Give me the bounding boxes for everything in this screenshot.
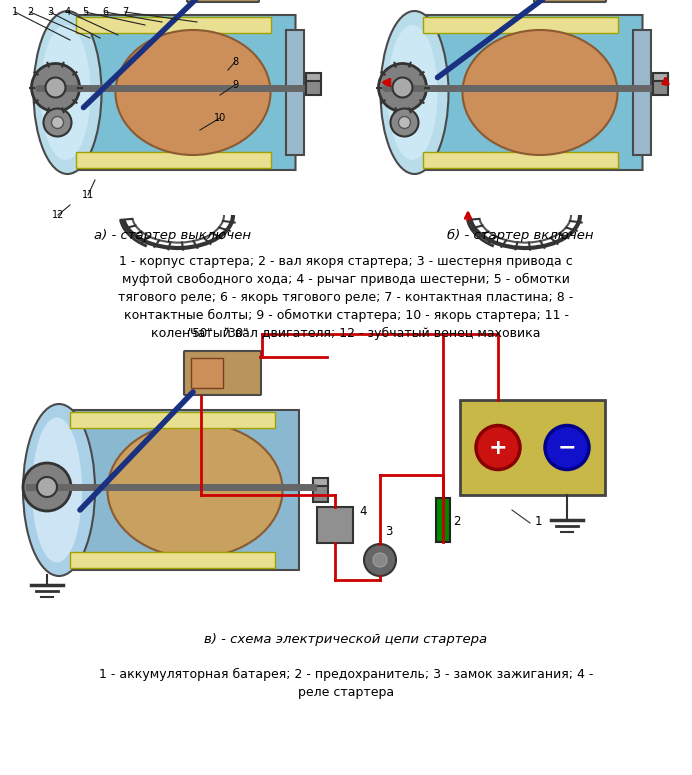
Bar [313,480,328,502]
Bar [305,74,320,95]
Bar [75,152,271,168]
Text: 11: 11 [82,190,94,200]
Ellipse shape [388,25,437,160]
Text: "30": "30" [224,327,250,340]
Text: −: − [558,438,576,457]
Circle shape [399,116,410,129]
Text: 5: 5 [82,7,88,17]
Bar [653,73,668,81]
Text: 4: 4 [359,505,367,518]
Bar [317,507,353,543]
Text: 3: 3 [385,525,392,538]
Text: 1: 1 [12,7,18,17]
Bar [286,30,304,155]
Circle shape [390,109,419,136]
Circle shape [32,64,80,112]
Ellipse shape [381,11,448,174]
FancyBboxPatch shape [66,15,295,170]
Ellipse shape [116,30,271,155]
Circle shape [51,116,64,129]
Text: 2: 2 [453,515,460,528]
Text: 12: 12 [52,210,64,220]
Circle shape [44,109,71,136]
FancyBboxPatch shape [187,0,259,2]
FancyBboxPatch shape [534,0,606,2]
Bar [313,478,328,486]
Text: 7: 7 [122,7,128,17]
Text: "50": "50" [188,327,214,340]
Text: 1 - аккумуляторная батарея; 2 - предохранитель; 3 - замок зажигания; 4 -
реле ст: 1 - аккумуляторная батарея; 2 - предохра… [99,668,593,699]
Circle shape [379,64,426,112]
Ellipse shape [41,25,91,160]
Bar [423,17,617,33]
Ellipse shape [32,418,82,563]
Circle shape [37,477,57,497]
Text: 6: 6 [102,7,108,17]
Circle shape [545,425,589,470]
Bar [191,358,223,388]
Circle shape [476,425,520,470]
Circle shape [373,553,387,567]
Text: 3: 3 [47,7,53,17]
Circle shape [392,78,412,98]
Ellipse shape [462,30,617,155]
Bar [70,552,275,568]
Text: 1: 1 [535,515,543,528]
Bar [460,400,605,495]
FancyBboxPatch shape [412,15,642,170]
Circle shape [46,78,66,98]
Text: 9: 9 [232,80,238,90]
Bar [75,17,271,33]
Text: +: + [489,438,507,457]
Circle shape [364,544,396,576]
Ellipse shape [33,11,102,174]
Ellipse shape [107,422,282,557]
Text: 8: 8 [232,57,238,67]
Text: б) - стартер включен: б) - стартер включен [447,229,593,242]
Ellipse shape [23,404,95,576]
Circle shape [23,463,71,511]
FancyBboxPatch shape [57,410,299,570]
Bar [653,74,668,95]
Bar [423,152,617,168]
FancyBboxPatch shape [184,351,261,395]
Text: а) - стартер выключен: а) - стартер выключен [95,229,251,242]
Bar [70,412,275,428]
Text: в) - схема электрической цепи стартера: в) - схема электрической цепи стартера [204,633,488,646]
Text: 1 - корпус стартера; 2 - вал якоря стартера; 3 - шестерня привода с
муфтой свобо: 1 - корпус стартера; 2 - вал якоря старт… [118,255,574,340]
Text: 4: 4 [65,7,71,17]
Bar [632,30,650,155]
Text: 10: 10 [214,113,226,123]
Bar [305,73,320,81]
Bar [436,498,450,542]
Text: 2: 2 [27,7,33,17]
